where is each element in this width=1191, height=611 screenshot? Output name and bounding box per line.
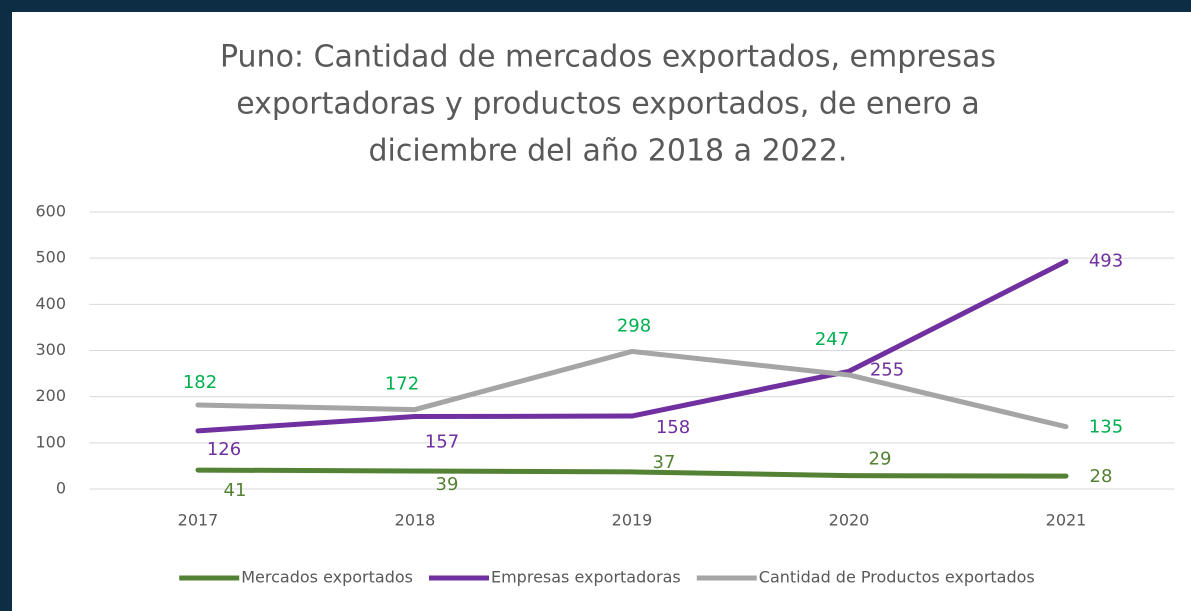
data-label: 158 [656,417,690,438]
y-tick-label: 0 [56,479,66,498]
y-tick-label: 200 [35,386,66,405]
x-tick-label: 2021 [1046,511,1087,530]
data-label: 172 [385,374,419,395]
y-tick-label: 600 [35,202,66,221]
y-tick-label: 400 [35,294,66,313]
data-label: 157 [425,432,459,453]
chart-title: diciembre del año 2018 a 2022. [369,134,848,169]
data-label: 29 [869,449,892,470]
data-label: 37 [653,452,676,473]
legend-label: Cantidad de Productos exportados [759,568,1035,587]
data-label: 182 [183,372,217,393]
series-line [195,348,1069,430]
data-label: 39 [436,474,459,495]
data-label: 255 [870,359,904,380]
legend-label: Mercados exportados [241,568,413,587]
x-tick-label: 2020 [829,511,870,530]
series-line [195,467,1069,479]
chart-title: exportadoras y productos exportados, de … [236,87,980,122]
data-label: 41 [224,480,247,501]
data-label: 126 [207,439,241,460]
data-label: 28 [1090,466,1113,487]
y-tick-label: 300 [35,340,66,359]
data-label: 298 [617,315,651,336]
x-tick-label: 2018 [395,511,436,530]
x-tick-label: 2017 [178,511,219,530]
chart-background [12,12,1191,611]
chart-title: Puno: Cantidad de mercados exportados, e… [220,40,996,75]
data-label: 247 [815,329,849,350]
data-label: 493 [1089,250,1123,271]
series-line [195,258,1069,434]
y-tick-label: 100 [35,432,66,451]
x-tick-label: 2019 [612,511,653,530]
data-label: 135 [1089,417,1123,438]
legend-label: Empresas exportadoras [491,568,681,587]
y-tick-label: 500 [35,248,66,267]
